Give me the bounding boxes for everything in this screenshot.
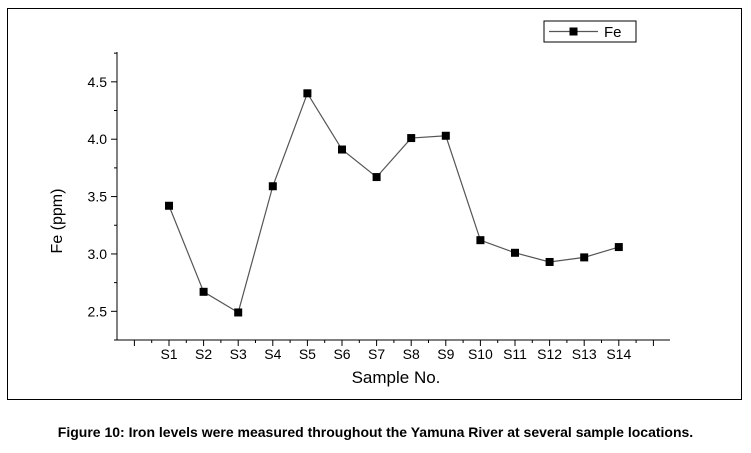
data-point <box>338 145 346 154</box>
x-tick-label: S13 <box>572 346 597 362</box>
axes <box>116 52 670 341</box>
x-axis-label: Sample No. <box>352 368 441 387</box>
y-tick-label: 3.0 <box>88 246 108 262</box>
y-axis-label: Fe (ppm) <box>49 189 66 254</box>
data-point <box>268 182 277 191</box>
x-tick-label: S3 <box>230 346 247 362</box>
legend: Fe <box>543 20 637 43</box>
legend-marker <box>569 27 578 36</box>
x-tick-label: S7 <box>368 346 385 362</box>
y-tick-label: 4.0 <box>88 131 108 147</box>
x-tick-label: S6 <box>333 346 350 362</box>
data-point <box>580 253 589 262</box>
series-line <box>168 91 619 314</box>
figure-caption: Figure 10: Iron levels were measured thr… <box>57 424 694 440</box>
data-point <box>165 201 173 210</box>
x-tick-label: S9 <box>437 346 454 362</box>
x-tick-label: S10 <box>468 346 493 362</box>
x-tick-label: S2 <box>195 346 212 362</box>
data-point <box>614 243 623 252</box>
x-tick-label: S5 <box>299 346 316 362</box>
data-point <box>372 173 381 182</box>
data-point <box>407 134 416 143</box>
data-point <box>511 248 519 257</box>
y-tick-label: 2.5 <box>88 303 108 319</box>
x-tick-label: S11 <box>503 346 527 362</box>
y-tick-label: 3.5 <box>88 189 108 205</box>
chart-frame <box>7 8 742 400</box>
x-tick-label: S4 <box>264 346 281 362</box>
data-point <box>199 287 208 296</box>
data-point <box>303 89 312 98</box>
data-point <box>545 257 554 266</box>
x-tick-label: S14 <box>606 346 631 362</box>
data-point <box>234 308 243 317</box>
x-tick-label: S12 <box>537 346 562 362</box>
ticks: 2.5 3.0 3.5 4.0 4.5 S1 S2 S3 S4 S5 S6 S7 S8 S9 S10 S11 S… <box>88 52 654 362</box>
y-tick-label: 4.5 <box>88 74 108 90</box>
fe-line-chart: 2.5 3.0 3.5 4.0 4.5 S1 S2 S3 S4 S5 S6 S7 S8 S9 S10 S11 S… <box>49 20 670 387</box>
legend-label-fe: Fe <box>604 24 622 41</box>
data-point <box>476 236 485 245</box>
x-tick-label: S8 <box>403 346 420 362</box>
x-tick-label: S1 <box>160 346 177 362</box>
data-point <box>441 131 450 140</box>
series-fe <box>165 89 623 317</box>
